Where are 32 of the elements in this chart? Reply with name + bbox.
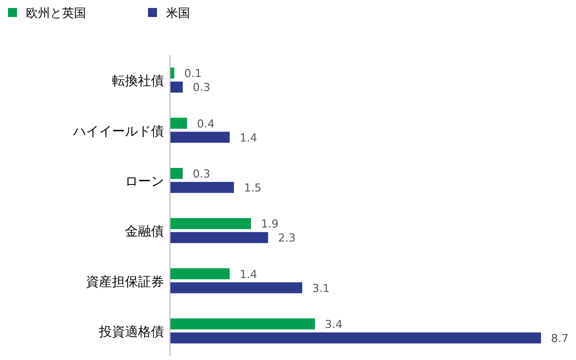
data-label: 0.4 — [197, 117, 215, 130]
data-label: 0.3 — [192, 167, 210, 180]
data-label: 3.4 — [324, 318, 342, 331]
bar — [170, 68, 174, 79]
legend-label: 欧州と英国 — [26, 6, 86, 20]
data-label: 1.9 — [261, 218, 279, 231]
y-tick-label: 転換社債 — [112, 74, 164, 90]
y-tick-label: 金融債 — [125, 224, 164, 240]
bar — [170, 118, 188, 129]
data-label: 1.4 — [240, 131, 258, 144]
y-tick-label: ローン — [125, 174, 164, 190]
data-label: 1.5 — [244, 181, 262, 194]
bar — [170, 268, 230, 280]
bar — [170, 232, 268, 244]
bar — [170, 182, 234, 193]
data-label: 1.4 — [240, 268, 258, 281]
y-tick-label: 資産担保証券 — [86, 274, 164, 290]
bar — [170, 282, 302, 294]
bar — [170, 168, 183, 179]
data-label: 3.1 — [312, 282, 330, 295]
data-label: 0.3 — [192, 81, 210, 94]
data-label: 8.7 — [551, 332, 568, 345]
y-tick-label: ハイイールド債 — [72, 124, 164, 140]
y-tick-label: 投資適格債 — [98, 324, 164, 340]
data-label: 2.3 — [278, 232, 296, 245]
bar — [170, 218, 252, 230]
bar — [170, 332, 541, 344]
data-label: 0.1 — [184, 67, 202, 80]
legend-label: 米国 — [166, 6, 190, 20]
bar — [170, 82, 183, 93]
bar — [170, 132, 230, 143]
bar — [170, 318, 315, 330]
